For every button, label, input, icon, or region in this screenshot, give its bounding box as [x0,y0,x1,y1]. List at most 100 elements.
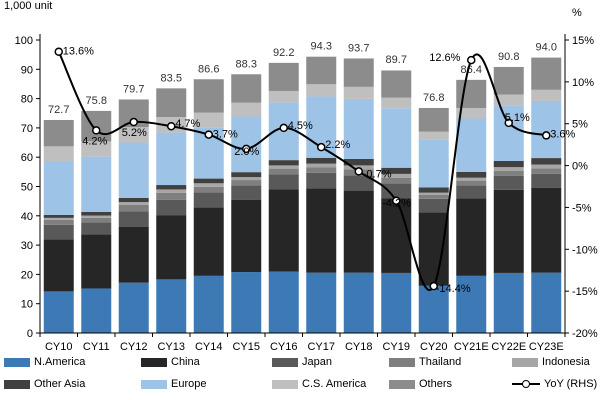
legend-label: C.S. America [302,378,367,390]
right-tick-label: -5% [572,202,592,214]
right-tick-label: 0% [572,161,588,173]
bar-segment-others [418,107,449,132]
bar-segment-indonesia [306,163,337,168]
bar-segment-europe [381,108,412,168]
legend-item: Europe [141,378,206,390]
bar-segment-c-s-america [81,141,112,157]
bar-segment-europe [493,105,524,162]
bar-segment-japan [193,192,224,208]
bar-total-label: 86.4 [461,64,482,76]
left-tick-label: 10 [21,299,33,311]
bar-segment-other-asia [531,158,562,165]
bar-segment-thailand [381,177,412,184]
legend-item: Others [389,378,452,390]
legend-swatch [141,357,167,367]
right-tick-label: -15% [572,286,598,298]
bar-segment-indonesia [493,167,524,171]
legend-swatch [4,357,30,367]
bar-segment-n-america [306,272,337,333]
bar-segment-others [456,79,487,108]
bar-segment-japan [381,183,412,199]
bar-segment-thailand [193,186,224,193]
bar-segment-thailand [156,192,187,200]
yoy-point [542,131,551,140]
bar-segment-n-america [456,275,487,333]
left-tick-label: 90 [21,64,33,76]
x-tick-label: CY20 [420,341,448,353]
bar-segment-china [81,234,112,289]
bar-segment-other-asia [193,178,224,184]
x-tick-label: CY23E [529,341,564,353]
x-tick-label: CY16 [270,341,298,353]
bar-segment-japan [418,198,449,213]
bar-segment-other-asia [43,214,74,218]
bar-segment-others [156,88,187,118]
yoy-label: 2.2% [325,139,350,151]
bar-segment-indonesia [381,173,412,178]
bar-segment-c-s-america [381,97,412,109]
yoy-point [279,123,288,133]
bar-segment-n-america [268,271,299,333]
yoy-label: 2.0% [234,146,259,158]
yoy-point [467,55,476,65]
left-tick-label: 80 [21,94,33,106]
bar-total-label: 90.8 [498,51,519,63]
legend-swatch [272,379,298,389]
yoy-point [92,126,101,135]
bar-segment-japan [531,173,562,188]
left-tick-label: 50 [21,182,33,194]
bar-segment-japan [343,175,374,191]
yoy-point [242,144,251,154]
legend-label: Japan [302,356,332,368]
bar-segment-japan [156,199,187,216]
bar-segment-thailand [493,170,524,176]
legend-item: Thailand [389,356,461,368]
legend-label: YoY (RHS) [544,378,598,390]
yoy-point [504,118,513,128]
x-tick-label: CY11 [83,341,110,353]
legend-swatch [272,357,298,367]
bar-segment-europe [531,100,562,159]
yoy-label: -0.7% [363,168,392,180]
yoy-label: 4.7% [175,118,200,130]
right-tick-label: 10% [572,77,594,89]
left-tick-label: 40 [21,211,33,223]
bar-segment-china [493,189,524,273]
bar-segment-others [343,58,374,87]
bar-total-label: 94.3 [311,41,332,53]
legend-item: China [141,356,200,368]
bar-segment-c-s-america [118,127,149,143]
legend-label: Others [419,378,453,390]
bar-segment-europe [43,161,74,215]
bar-segment-n-america [493,272,524,333]
left-tick-label: 60 [21,152,33,164]
bar-total-label: 83.5 [161,72,182,84]
bar-segment-thailand [268,168,299,175]
bar-segment-china [231,199,262,273]
bar-segment-others [381,70,412,98]
bar-segment-thailand [43,219,74,225]
bar-segment-others [193,79,224,113]
bar-segment-indonesia [156,189,187,193]
bar-segment-indonesia [268,165,299,169]
x-tick-label: CY12 [120,341,148,353]
bar-segment-other-asia [156,185,187,190]
bar-segment-n-america [81,288,112,333]
bar-segment-japan [81,222,112,235]
legend-swatch [4,379,30,389]
bar-segment-n-america [343,272,374,333]
bar-segment-n-america [118,282,149,333]
legend-item: YoY (RHS) [512,378,597,390]
legend-swatch [389,357,415,367]
bar-total-label: 94.0 [536,42,557,54]
bar-segment-china [43,239,74,292]
bar-segment-japan [456,185,487,199]
bar-segment-other-asia [81,211,112,216]
bar-segment-c-s-america [268,90,299,103]
legend-swatch [389,379,415,389]
bar-segment-thailand [81,217,112,223]
bar-segment-indonesia [418,192,449,195]
bar-segment-japan [118,211,149,227]
left-tick-label: 0 [27,328,33,340]
legend-label: Thailand [419,356,462,368]
